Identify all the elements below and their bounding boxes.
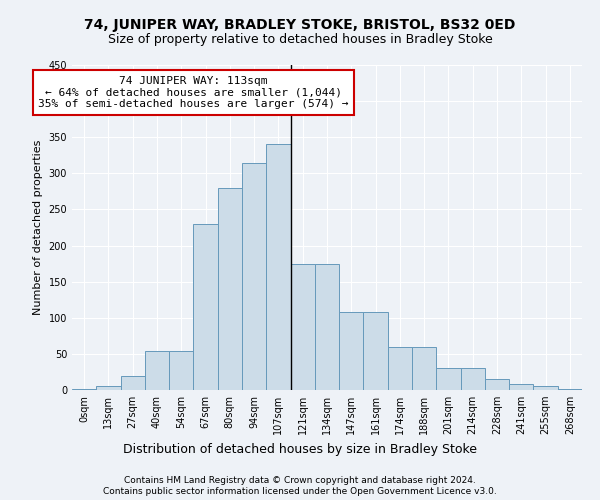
Bar — [315, 264, 339, 390]
Bar — [145, 351, 169, 390]
Bar — [169, 351, 193, 390]
Bar — [461, 368, 485, 390]
Text: Distribution of detached houses by size in Bradley Stoke: Distribution of detached houses by size … — [123, 442, 477, 456]
Bar — [290, 264, 315, 390]
Bar — [121, 376, 145, 390]
Y-axis label: Number of detached properties: Number of detached properties — [33, 140, 43, 315]
Bar — [266, 144, 290, 390]
Bar — [364, 312, 388, 390]
Bar — [533, 386, 558, 390]
Bar — [509, 384, 533, 390]
Text: Contains HM Land Registry data © Crown copyright and database right 2024.: Contains HM Land Registry data © Crown c… — [124, 476, 476, 485]
Bar — [436, 368, 461, 390]
Bar — [96, 386, 121, 390]
Bar — [193, 224, 218, 390]
Bar — [218, 188, 242, 390]
Bar — [388, 346, 412, 390]
Bar — [242, 162, 266, 390]
Text: 74, JUNIPER WAY, BRADLEY STOKE, BRISTOL, BS32 0ED: 74, JUNIPER WAY, BRADLEY STOKE, BRISTOL,… — [85, 18, 515, 32]
Text: Size of property relative to detached houses in Bradley Stoke: Size of property relative to detached ho… — [107, 32, 493, 46]
Bar — [412, 346, 436, 390]
Bar — [339, 312, 364, 390]
Text: 74 JUNIPER WAY: 113sqm
← 64% of detached houses are smaller (1,044)
35% of semi-: 74 JUNIPER WAY: 113sqm ← 64% of detached… — [38, 76, 349, 109]
Text: Contains public sector information licensed under the Open Government Licence v3: Contains public sector information licen… — [103, 487, 497, 496]
Bar — [485, 379, 509, 390]
